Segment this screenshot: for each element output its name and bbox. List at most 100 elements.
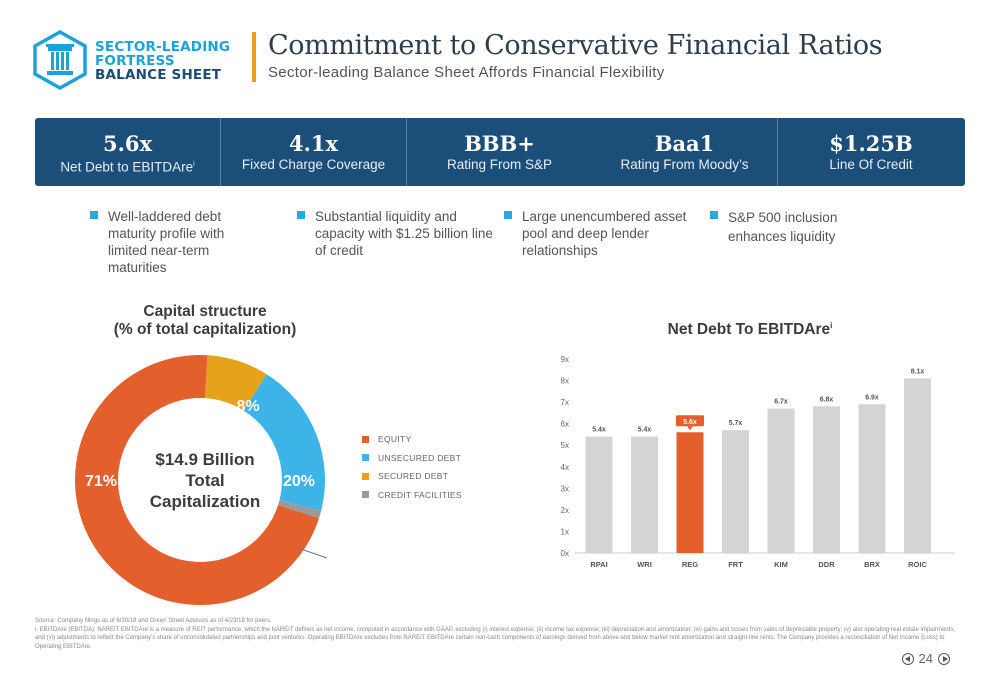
bullet-text: Well-laddered debt maturity profile with… <box>108 209 225 275</box>
metric-net-debt: 5.6x Net Debt to EBITDArei <box>35 118 220 186</box>
x-tick-label: REG <box>682 560 698 569</box>
bullet-text: Substantial liquidity and capacity with … <box>315 209 493 258</box>
metric-divider <box>220 118 221 186</box>
footnote: Source: Company filings as of 6/30/18 an… <box>35 617 955 651</box>
metric-value: 5.6x <box>102 131 153 156</box>
donut-center-line: Capitalization <box>150 492 261 511</box>
bar-brx <box>858 404 886 553</box>
bullet-square-icon <box>297 211 305 219</box>
header-divider <box>252 32 256 82</box>
footnote-marker: i <box>830 321 833 330</box>
next-page-icon[interactable] <box>938 652 950 665</box>
donut-slice-label: 20% <box>283 473 315 490</box>
donut-center-line: $14.9 Billion <box>155 450 254 469</box>
bar-ddr <box>813 406 840 553</box>
footnote-source: Source: Company filings as of 6/30/18 an… <box>35 618 272 624</box>
bullet-square-icon <box>710 211 718 219</box>
bar-value-label: 8.1x <box>911 368 925 375</box>
highlight-tag-pointer <box>687 426 693 431</box>
metric-value: 4.1x <box>288 131 339 156</box>
chart-title-line: Capital structure <box>143 303 267 320</box>
leader-line <box>297 547 328 559</box>
metric-label: Rating From S&P <box>446 157 553 172</box>
metric-label: Rating From Moody’s <box>620 157 749 172</box>
net-debt-title: Net Debt To EBITDArei <box>600 317 900 339</box>
legend-swatch <box>362 435 369 443</box>
bar-wri <box>631 436 658 553</box>
metric-moodys-rating: Baa1 Rating From Moody’s <box>592 118 777 186</box>
bar-frt <box>722 430 749 553</box>
bar-value-label: 5.7x <box>729 420 743 427</box>
legend-item: CREDIT FACILITIES <box>362 486 462 505</box>
metric-fixed-charge: 4.1x Fixed Charge Coverage <box>221 118 406 186</box>
bar-roic <box>904 378 931 553</box>
bar-value-label: 6.7x <box>774 399 788 406</box>
donut-slice-label: 71% <box>85 473 117 490</box>
section-label-line: SECTOR-LEADING <box>95 39 231 55</box>
page-number: 24 <box>918 651 933 666</box>
bullet-square-icon <box>504 211 512 219</box>
highlight-value-tag <box>676 415 704 427</box>
y-tick-label: 5x <box>561 441 569 450</box>
metric-value: Baa1 <box>654 131 715 156</box>
capital-structure-donut: 8%20%1%71% $14.9 Billion Total Capitaliz… <box>74 355 328 605</box>
donut-slice-unsecured-debt <box>243 374 325 511</box>
net-debt-bar-chart: 0x 1x 2x 3x 4x 5x 6x 7x 8x 9x 5.4x RPAI 5.4x WRI 5.6x… <box>561 355 955 569</box>
y-tick-label: 3x <box>561 484 569 493</box>
chart-title-line: (% of total capitalization) <box>113 321 297 338</box>
metric-label: Net Debt to EBITDArei <box>35 157 220 176</box>
x-tick-label: WRI <box>637 560 652 569</box>
y-tick-label: 9x <box>561 355 569 364</box>
chart-title-text: Net Debt To EBITDAre <box>667 321 831 339</box>
footnote-marker: i <box>193 161 195 168</box>
y-tick-label: 7x <box>561 398 569 407</box>
legend-swatch <box>362 491 369 499</box>
bullet-text: S&P 500 inclusion enhances liquidity <box>728 210 838 244</box>
metric-label: Fixed Charge Coverage <box>241 157 386 172</box>
bullet-text: Large unencumbered asset pool and deep l… <box>522 209 687 258</box>
x-tick-label: DDR <box>818 560 835 569</box>
legend-item: EQUITY <box>362 430 462 449</box>
page-subtitle: Sector-leading Balance Sheet Affords Fin… <box>268 64 665 81</box>
bar-value-label: 6.8x <box>820 396 834 403</box>
y-tick-label: 1x <box>561 527 569 536</box>
metric-line-of-credit: $1.25B Line Of Credit <box>778 118 964 186</box>
bar-rpai <box>585 436 613 553</box>
donut-slice-equity <box>74 355 319 605</box>
x-tick-label: BRX <box>864 560 880 569</box>
section-label-line: FORTRESS <box>95 53 175 69</box>
x-tick-label: KIM <box>774 560 788 569</box>
legend-item: UNSECURED DEBT <box>362 449 462 468</box>
metric-value: $1.25B <box>829 131 913 156</box>
legend-item: SECURED DEBT <box>362 467 462 486</box>
bullet-item: Large unencumbered asset pool and deep l… <box>504 208 694 259</box>
donut-slice-label: 8% <box>236 398 259 415</box>
page-navigation: 24 <box>901 651 950 666</box>
x-tick-label: FRT <box>728 560 743 569</box>
bullet-square-icon <box>90 211 98 219</box>
bar-value-label: 6.9x <box>865 394 879 401</box>
bar-value-label: 5.6x <box>683 419 697 426</box>
bar-value-label: 5.4x <box>638 427 652 434</box>
section-label-line: BALANCE SHEET <box>95 67 222 83</box>
legend-swatch <box>362 472 369 480</box>
capital-structure-title: Capital structure (% of total capitaliza… <box>60 303 350 339</box>
metric-label-text: Net Debt to EBITDAre <box>60 159 194 175</box>
metric-value: BBB+ <box>464 131 535 156</box>
y-tick-label: 6x <box>561 420 569 429</box>
page-title: Commitment to Conservative Financial Rat… <box>268 30 883 61</box>
y-tick-label: 4x <box>561 463 569 472</box>
prev-page-icon[interactable] <box>901 652 914 665</box>
x-tick-label: ROIC <box>908 560 927 569</box>
y-tick-label: 2x <box>561 506 569 515</box>
x-tick-label: RPAI <box>590 560 607 569</box>
section-label: SECTOR-LEADING FORTRESS BALANCE SHEET <box>95 40 245 82</box>
legend-label: EQUITY <box>378 434 412 445</box>
y-tick-label: 8x <box>561 377 569 386</box>
legend-label: UNSECURED DEBT <box>378 452 462 463</box>
legend-swatch <box>362 454 369 462</box>
bar-reg <box>676 432 704 553</box>
legend-label: CREDIT FACILITIES <box>378 489 462 500</box>
donut-legend: EQUITY UNSECURED DEBT SECURED DEBT CREDI… <box>362 430 462 504</box>
bullet-item: S&P 500 inclusion enhances liquidity <box>710 208 885 246</box>
